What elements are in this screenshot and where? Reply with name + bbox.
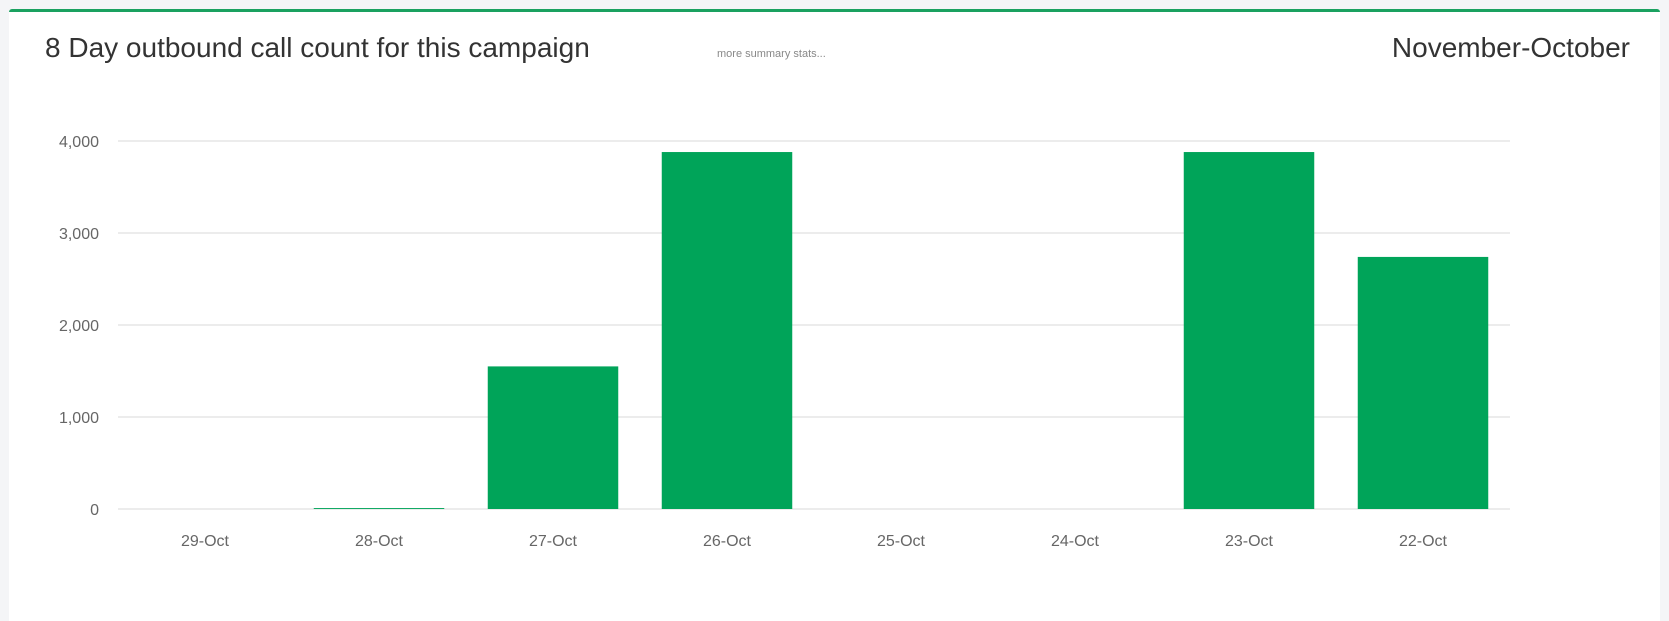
x-tick-label-24-Oct: 24-Oct <box>1051 533 1100 550</box>
x-tick-label-26-Oct: 26-Oct <box>703 533 752 550</box>
y-axis-ticks: 0 1,000 2,000 3,000 4,000 <box>59 134 99 519</box>
x-tick-label-28-Oct: 28-Oct <box>355 533 404 550</box>
x-tick-label-23-Oct: 23-Oct <box>1225 533 1274 550</box>
bars <box>313 152 1489 510</box>
x-tick-label-25-Oct: 25-Oct <box>877 533 926 550</box>
bar-28-Oct[interactable] <box>313 508 445 509</box>
x-axis-labels: 29-Oct 28-Oct 27-Oct 26-Oct 25-Oct 24-Oct 23-O… <box>181 533 1448 550</box>
bar-27-Oct[interactable] <box>487 366 619 509</box>
chart-title: 8 Day outbound call count for this campa… <box>45 32 590 63</box>
x-tick-label-29-Oct: 29-Oct <box>181 533 230 550</box>
x-tick-label-22-Oct: 22-Oct <box>1399 533 1448 550</box>
more-summary-stats-link[interactable]: more summary stats... <box>717 48 826 60</box>
x-tick-label-27-Oct: 27-Oct <box>529 533 578 550</box>
y-tick-label: 4,000 <box>59 134 99 151</box>
y-tick-label: 3,000 <box>59 226 99 243</box>
bar-22-Oct[interactable] <box>1357 256 1489 509</box>
y-tick-label: 2,000 <box>59 318 99 335</box>
bar-26-Oct[interactable] <box>661 152 793 510</box>
y-tick-label: 1,000 <box>59 410 99 427</box>
bar-23-Oct[interactable] <box>1183 152 1315 510</box>
y-tick-label: 0 <box>90 502 99 519</box>
period-label: November-October <box>1391 32 1630 63</box>
bar-chart: 0 1,000 2,000 3,000 4,000 29-Oct 28-Oct 27-Oct… <box>59 134 1510 550</box>
chart-card: 8 Day outbound call count for this campa… <box>9 9 1660 621</box>
